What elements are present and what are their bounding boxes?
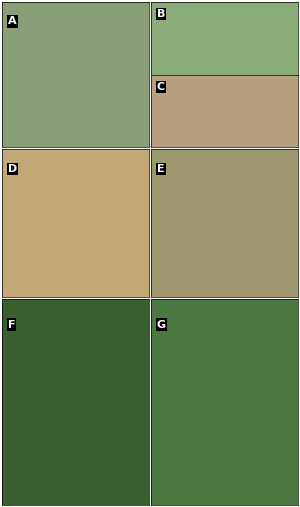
Text: A: A: [8, 17, 16, 26]
Text: C: C: [157, 82, 165, 92]
Text: D: D: [8, 164, 17, 174]
Text: F: F: [8, 319, 15, 330]
Text: E: E: [157, 164, 164, 174]
Text: B: B: [157, 9, 165, 19]
Text: G: G: [157, 319, 166, 330]
